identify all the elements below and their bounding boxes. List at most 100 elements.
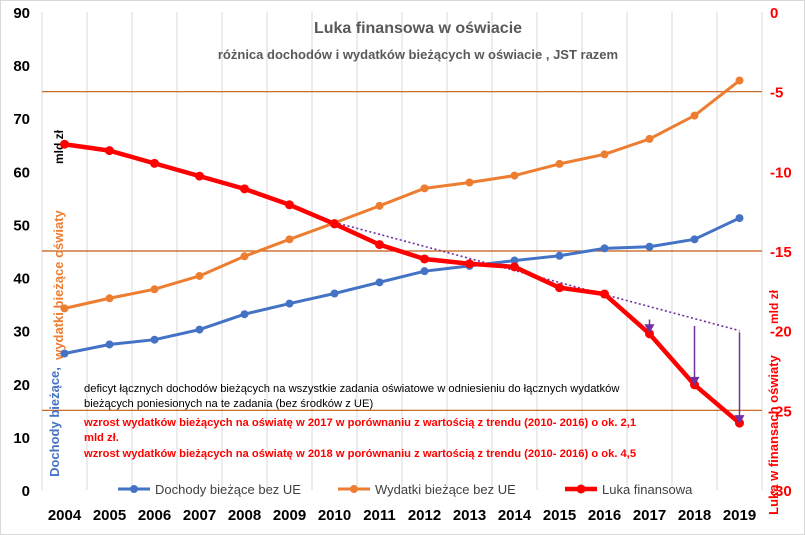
x-tick-label: 2018	[678, 507, 711, 524]
x-tick-label: 2015	[543, 507, 576, 524]
series-2-point	[420, 184, 429, 193]
x-tick-label: 2011	[363, 507, 396, 524]
series-2-point	[645, 134, 654, 143]
right-tick-label: -5	[770, 85, 783, 102]
series-3-point	[285, 200, 294, 210]
deviation-arrow-head	[644, 324, 655, 334]
series-3-point	[465, 259, 474, 269]
series-3-point	[645, 329, 654, 339]
series-3-point	[195, 171, 204, 181]
x-tick-label: 2007	[183, 507, 216, 524]
series-2-point	[690, 111, 699, 120]
series-1-point	[240, 310, 249, 319]
annotation-text: deficyt łącznych dochodów bieżących na w…	[84, 383, 620, 395]
series-2-point	[600, 150, 609, 159]
trend-difference-arrows	[644, 319, 745, 425]
series-3-point	[240, 184, 249, 194]
series-1-point	[375, 278, 384, 287]
series-2-point	[60, 304, 69, 313]
series-3-point	[600, 289, 609, 299]
series-1-point	[735, 214, 744, 223]
left-tick-label: 90	[13, 5, 30, 22]
right-axis-label: Luka w finansach oświaty	[766, 354, 781, 514]
right-axis-unit: mld zł	[767, 289, 781, 324]
series-3-point	[510, 262, 519, 272]
left-axis-ticks: 0 10 20 30 40 50 60 70 80 90	[13, 5, 30, 500]
legend-swatch-marker	[130, 485, 138, 493]
annotation-text: wzrost wydatków bieżących na oświatę w 2…	[83, 448, 636, 460]
series-2-point	[285, 235, 294, 244]
x-tick-label: 2005	[93, 507, 126, 524]
x-tick-label: 2010	[318, 507, 351, 524]
series-lines	[60, 76, 744, 428]
left-tick-label: 0	[22, 483, 30, 500]
series-1-point	[60, 349, 69, 358]
chart-subtitle: różnica dochodów i wydatków bieżących w …	[218, 47, 618, 62]
annotation-text: wzrost wydatków bieżących na oświatę w 2…	[83, 417, 636, 429]
series-3-point	[60, 139, 69, 149]
right-axis-ticks: -30 -25 -20 -15 -10 -5 0	[770, 5, 792, 500]
chart-title: Luka finansowa w oświacie	[314, 20, 522, 37]
left-axis-unit: mld zł	[52, 129, 66, 164]
series-1-point	[150, 335, 159, 344]
legend-label: Dochody bieżące bez UE	[155, 482, 301, 497]
series-line-1	[64, 216, 741, 355]
series-line-3	[64, 142, 741, 425]
series-3-point	[420, 254, 429, 264]
right-tick-label: -30	[770, 483, 792, 500]
left-tick-label: 70	[13, 111, 30, 128]
legend: Dochody bieżące bez UE Wydatki bieżące be…	[118, 482, 693, 497]
left-tick-label: 80	[13, 58, 30, 75]
left-tick-label: 30	[13, 324, 30, 341]
x-tick-label: 2008	[228, 507, 261, 524]
legend-swatch-marker	[350, 485, 358, 493]
right-tick-label: -15	[770, 244, 792, 261]
series-1-point	[555, 251, 564, 260]
x-tick-label: 2004	[48, 507, 82, 524]
series-1-point	[330, 289, 339, 298]
legend-label: Luka finansowa	[602, 482, 693, 497]
series-1-point	[645, 242, 654, 251]
series-1-point	[195, 325, 204, 334]
series-1-point	[690, 235, 699, 244]
x-tick-label: 2016	[588, 507, 621, 524]
series-2-point	[105, 294, 114, 303]
x-tick-label: 2019	[723, 507, 756, 524]
deviation-arrow-head	[689, 376, 700, 386]
left-axis-label-blue: Dochody bieżące,	[47, 367, 62, 477]
series-2-point	[555, 159, 564, 168]
right-tick-label: -10	[770, 164, 792, 181]
series-3-point	[105, 146, 114, 156]
series-3-point	[555, 283, 564, 293]
series-2-point	[735, 76, 744, 85]
left-tick-label: 20	[13, 377, 30, 394]
x-tick-label: 2014	[498, 507, 532, 524]
x-tick-label: 2006	[138, 507, 171, 524]
left-tick-label: 40	[13, 271, 30, 288]
series-2-point	[150, 285, 159, 294]
series-line-2	[64, 79, 741, 310]
left-axis-label-orange: wydatki bieżące oświaty	[51, 209, 66, 360]
series-2-point	[465, 178, 474, 187]
series-1-point	[420, 267, 429, 276]
series-1-point	[105, 340, 114, 349]
left-tick-label: 10	[13, 430, 30, 447]
x-tick-label: 2017	[633, 507, 666, 524]
series-2-point	[195, 271, 204, 280]
legend-label: Wydatki bieżące bez UE	[375, 482, 516, 497]
left-tick-label: 50	[13, 217, 30, 234]
deviation-arrow-head	[734, 415, 745, 425]
x-tick-label: 2009	[273, 507, 306, 524]
legend-swatch-marker	[576, 484, 586, 494]
series-2-point	[510, 171, 519, 180]
x-tick-label: 2013	[453, 507, 486, 524]
series-2-point	[375, 201, 384, 210]
series-1-point	[510, 256, 519, 265]
series-1-point	[285, 299, 294, 308]
series-1-point	[600, 244, 609, 253]
series-3-point	[150, 158, 159, 168]
annotations: deficyt łącznych dochodów bieżących na w…	[83, 383, 636, 460]
right-tick-label: 0	[770, 5, 778, 22]
annotation-text: mld zł.	[84, 432, 119, 444]
